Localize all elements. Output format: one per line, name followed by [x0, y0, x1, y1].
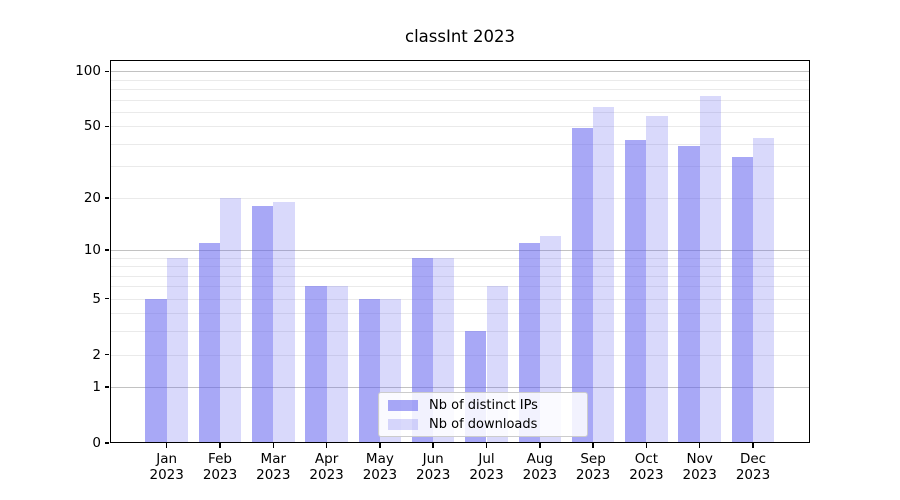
bar-distinct-ips-nov — [678, 145, 700, 443]
x-tick-label-oct: Oct 2023 — [629, 451, 664, 483]
gridline-minor-3 — [110, 331, 810, 333]
y-tick-2 — [104, 353, 109, 356]
bar-distinct-ips-feb — [198, 242, 220, 443]
x-tick-label-nov: Nov 2023 — [682, 451, 717, 483]
gridline-major-100 — [110, 71, 810, 73]
legend-swatch-distinct-ips — [388, 399, 418, 411]
gridline-minor-30 — [110, 166, 810, 168]
gridline-major-1 — [110, 387, 810, 389]
y-tick-label-10: 10 — [83, 241, 101, 258]
x-tick-oct — [645, 443, 648, 448]
legend-label-downloads: Nb of downloads — [429, 416, 538, 432]
gridline-minor-2 — [110, 354, 810, 356]
y-tick-label-100: 100 — [75, 63, 101, 80]
y-tick-label-1: 1 — [92, 379, 101, 396]
y-tick-0 — [104, 442, 109, 444]
x-tick-label-dec: Dec 2023 — [735, 451, 771, 483]
bar-downloads-dec — [753, 138, 775, 443]
x-tick-label-sep: Sep 2023 — [575, 451, 611, 483]
x-tick-aug — [539, 443, 541, 448]
x-tick-jun — [432, 443, 434, 448]
bar-downloads-feb — [220, 197, 242, 443]
x-tick-label-feb: Feb 2023 — [202, 451, 238, 483]
gridline-minor-20 — [110, 197, 810, 199]
gridline-minor-5 — [110, 298, 810, 300]
x-tick-feb — [219, 443, 221, 448]
x-tick-jan — [165, 443, 168, 448]
x-tick-apr — [325, 443, 328, 448]
gridline-minor-80 — [110, 89, 810, 91]
y-tick-100 — [104, 70, 109, 73]
bar-downloads-oct — [646, 115, 668, 443]
gridline-minor-40 — [110, 143, 810, 145]
bar-downloads-mar — [273, 201, 295, 443]
bar-downloads-jan — [166, 257, 188, 443]
gridline-minor-60 — [110, 111, 810, 113]
y-tick-20 — [104, 197, 109, 199]
gridline-minor-8 — [110, 266, 810, 268]
x-tick-mar — [272, 443, 275, 448]
x-tick-label-aug: Aug 2023 — [522, 451, 557, 483]
x-tick-label-apr: Apr 2023 — [309, 451, 344, 483]
x-tick-jul — [485, 443, 488, 448]
x-tick-nov — [698, 443, 701, 448]
x-tick-label-jan: Jan 2023 — [149, 451, 184, 483]
y-tick-label-50: 50 — [83, 118, 101, 135]
legend-swatch-downloads — [388, 418, 418, 430]
legend: Nb of distinct IPs Nb of downloads — [378, 392, 588, 437]
y-tick-label-2: 2 — [92, 346, 101, 363]
bar-distinct-ips-oct — [625, 140, 647, 443]
bar-downloads-aug — [539, 236, 562, 443]
chart-title: classInt 2023 — [405, 27, 515, 46]
legend-entry-downloads: Nb of downloads — [379, 417, 587, 432]
bar-distinct-ips-sep — [571, 127, 594, 443]
legend-entry-distinct-ips: Nb of distinct IPs — [379, 398, 587, 413]
y-tick-10 — [104, 249, 109, 251]
x-tick-label-may: May 2023 — [362, 451, 398, 483]
bar-distinct-ips-dec — [731, 156, 753, 443]
gridline-minor-4 — [110, 313, 810, 315]
legend-label-distinct-ips: Nb of distinct IPs — [429, 397, 538, 413]
gridline-minor-70 — [110, 99, 810, 101]
y-tick-1 — [104, 386, 109, 388]
x-tick-may — [379, 443, 381, 448]
y-tick-50 — [104, 125, 109, 128]
x-tick-sep — [592, 443, 594, 448]
bar-distinct-ips-mar — [252, 205, 274, 443]
bar-downloads-apr — [326, 286, 348, 443]
bar-distinct-ips-apr — [305, 286, 327, 443]
plot-area: 0 1 2 5 10 20 50 100 Jan 2023 Feb 2023 Mar 2023 Apr 202… — [75, 60, 810, 483]
gridline-minor-6 — [110, 286, 810, 288]
gridline-minor-50 — [110, 126, 810, 128]
bar-downloads-sep — [593, 106, 615, 443]
gridline-minor-7 — [110, 275, 810, 277]
y-tick-label-0: 0 — [92, 435, 101, 451]
bar-distinct-ips-jan — [145, 298, 167, 443]
x-tick-label-jun: Jun 2023 — [416, 451, 451, 483]
y-tick-5 — [104, 297, 109, 300]
bar-downloads-nov — [699, 96, 721, 443]
gridline-major-10 — [110, 249, 810, 251]
gridline-minor-9 — [110, 257, 810, 259]
x-tick-label-jul: Jul 2023 — [469, 451, 504, 483]
bar-distinct-ips-may — [358, 298, 380, 443]
y-tick-label-5: 5 — [92, 290, 101, 307]
x-tick-label-mar: Mar 2023 — [256, 451, 291, 483]
gridline-minor-90 — [110, 79, 810, 81]
x-tick-dec — [752, 443, 754, 448]
y-tick-label-20: 20 — [83, 189, 101, 206]
